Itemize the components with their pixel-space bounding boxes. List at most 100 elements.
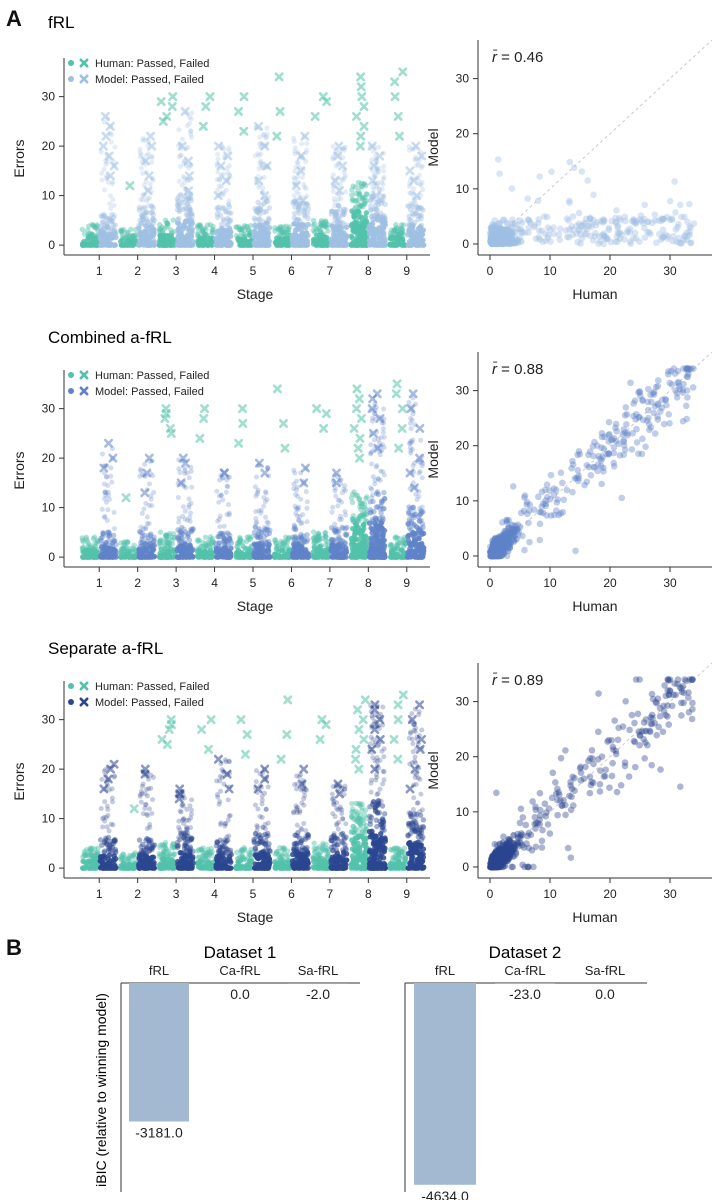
- passed-point: [196, 537, 202, 543]
- passed-point: [338, 553, 344, 559]
- passed-point: [418, 540, 425, 547]
- passed-point: [420, 187, 426, 193]
- passed-point: [89, 544, 96, 551]
- passed-point: [411, 207, 417, 213]
- passed-point: [286, 224, 293, 230]
- passed-point: [108, 205, 114, 211]
- passed-point: [293, 200, 299, 206]
- passed-point: [419, 240, 425, 246]
- passed-point: [180, 174, 186, 180]
- passed-point: [335, 217, 341, 223]
- y-axis-label: Model: [425, 128, 441, 166]
- passed-point: [128, 226, 134, 233]
- passed-point: [184, 470, 190, 476]
- passed-point: [407, 541, 413, 547]
- passed-point: [318, 217, 325, 224]
- passed-point: [369, 239, 376, 246]
- passed-point: [108, 465, 114, 471]
- passed-point: [381, 406, 387, 412]
- scatter-point: [630, 217, 638, 224]
- failed-point: [357, 92, 367, 102]
- passed-point: [138, 230, 145, 236]
- passed-point: [330, 143, 336, 149]
- passed-point: [221, 171, 227, 177]
- passed-point: [180, 504, 186, 510]
- passed-point: [256, 216, 262, 222]
- passed-point: [323, 220, 329, 227]
- passed-point: [145, 236, 152, 242]
- passed-point: [100, 219, 106, 225]
- passed-point: [151, 537, 157, 544]
- passed-point: [188, 131, 194, 137]
- passed-point: [311, 221, 318, 227]
- passed-point: [335, 213, 342, 220]
- passed-point: [168, 227, 174, 233]
- failed-point: [280, 443, 290, 453]
- passed-point: [247, 232, 253, 239]
- passed-point: [358, 203, 364, 209]
- series-human: [79, 67, 409, 248]
- scatter-point: [503, 219, 510, 226]
- passed-point: [176, 515, 182, 521]
- passed-point: [323, 537, 329, 544]
- r-symbol: r̄: [492, 49, 501, 66]
- passed-point: [148, 202, 155, 209]
- passed-point: [398, 226, 404, 232]
- passed-point: [368, 485, 374, 491]
- scatter-point: [516, 233, 524, 241]
- passed-point: [220, 205, 226, 211]
- scatter-point: [494, 156, 502, 163]
- passed-point: [301, 181, 307, 187]
- passed-point: [392, 226, 398, 233]
- failed-point: [141, 156, 151, 166]
- scatter-point: [538, 227, 546, 234]
- passed-point: [137, 543, 143, 550]
- passed-point: [165, 548, 171, 554]
- passed-point: [119, 232, 126, 238]
- passed-point: [329, 223, 335, 229]
- passed-point: [292, 470, 298, 476]
- passed-point: [311, 537, 317, 544]
- passed-point: [378, 554, 384, 560]
- passed-point: [380, 469, 386, 475]
- passed-point: [292, 204, 298, 210]
- passed-point: [373, 464, 379, 470]
- passed-point: [220, 216, 227, 222]
- passed-point: [317, 221, 324, 227]
- passed-point: [395, 229, 401, 236]
- passed-point: [87, 233, 93, 239]
- failed-point: [351, 111, 361, 121]
- passed-point: [353, 204, 359, 210]
- passed-point: [368, 450, 374, 456]
- x-tick-label: 2: [134, 264, 141, 278]
- passed-point: [301, 207, 307, 213]
- passed-point: [359, 196, 366, 202]
- passed-point: [182, 219, 189, 225]
- passed-point: [257, 134, 263, 140]
- legend-human-passed-marker: [68, 60, 74, 66]
- passed-point: [223, 208, 230, 214]
- passed-point: [165, 232, 171, 239]
- passed-point: [175, 239, 181, 245]
- passed-point: [149, 241, 155, 247]
- passed-point: [93, 225, 99, 231]
- passed-point: [332, 216, 338, 222]
- passed-point: [79, 537, 86, 543]
- passed-point: [302, 205, 308, 212]
- passed-point: [256, 153, 262, 159]
- passed-point: [290, 199, 296, 206]
- passed-point: [141, 216, 147, 223]
- passed-point: [138, 165, 144, 171]
- scatter-point: [550, 230, 558, 238]
- passed-point: [238, 549, 245, 556]
- passed-point: [387, 230, 394, 237]
- passed-point: [252, 153, 258, 159]
- passed-point: [291, 135, 297, 141]
- passed-point: [104, 216, 110, 222]
- panel-b-letter: B: [6, 935, 22, 960]
- scatter-point: [584, 177, 592, 184]
- series-model: [97, 106, 427, 248]
- passed-point: [299, 174, 305, 180]
- passed-point: [185, 196, 191, 203]
